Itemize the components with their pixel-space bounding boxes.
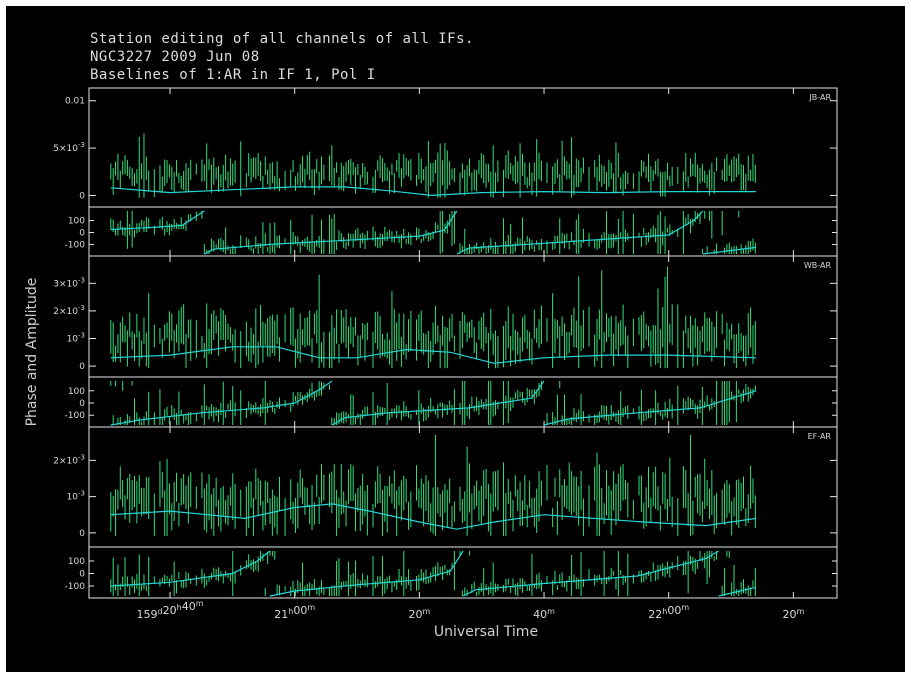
phase-model-curve: [718, 586, 757, 597]
phase-model-curve: [110, 210, 205, 231]
x-tick-label: 159d20h40m: [137, 599, 204, 621]
phase-model-curve: [702, 246, 757, 255]
panel-frame: [88, 426, 838, 599]
amp-model-curve: [110, 503, 757, 530]
phase-model-curve: [110, 550, 271, 587]
amp-tick-label: 0: [79, 529, 85, 539]
x-tick-label: 22h00m: [648, 603, 689, 621]
phase-tick-label: 0: [79, 399, 85, 409]
amp-tick-label: 2×10-3: [53, 304, 85, 317]
amp-tick-label: 0.01: [65, 97, 85, 107]
phase-tick-label: -100: [65, 411, 86, 421]
phase-tick-label: 100: [68, 387, 85, 397]
amp-tick-label: 3×10-3: [53, 276, 85, 289]
plot-subtitle-source: NGC3227 2009 Jun 08: [90, 49, 260, 65]
x-tick-label: 20m: [782, 607, 804, 621]
y-axis-label: Phase and Amplitude: [24, 277, 40, 427]
plot-title: Station editing of all channels of all I…: [90, 31, 474, 47]
amp-tick-label: 10-3: [67, 490, 85, 503]
phase-tick-label: -100: [65, 240, 86, 250]
x-tick-label: 40m: [533, 607, 555, 621]
phase-tick-label: 100: [68, 557, 85, 567]
plot-subtitle-baselines: Baselines of 1:AR in IF 1, Pol I: [90, 67, 376, 83]
plot-canvas: JB-AR05×10-30.011000-100WB-AR010-32×10-3…: [53, 87, 838, 621]
amp-model-curve: [110, 346, 757, 364]
panel-ef-ar: EF-AR 0 10-3 2×10-3 100 0 -100: [53, 426, 838, 599]
amp-tick-label: 0: [79, 191, 85, 201]
plot-window: Station editing of all channels of all I…: [6, 6, 905, 672]
phase-model-curve: [204, 210, 458, 255]
amp-tick-label: 5×10-3: [53, 141, 85, 154]
x-tick-label: 20m: [408, 607, 430, 621]
amp-model-curve: [110, 186, 756, 197]
baseline-label: EF-AR: [808, 432, 832, 441]
phase-tick-label: 0: [79, 570, 85, 580]
phase-model-curve: [331, 380, 545, 426]
phase-tick-label: 0: [79, 229, 85, 239]
phase-model-curve: [269, 550, 464, 597]
x-tick-label: 21h00m: [274, 603, 315, 621]
phase-model-curve: [110, 380, 333, 426]
phase-model-curve: [456, 210, 704, 255]
phase-tick-label: 100: [68, 217, 85, 227]
baseline-label: JB-AR: [808, 93, 831, 102]
phase-model-curve: [462, 550, 719, 597]
phase-tick-label: -100: [65, 582, 86, 592]
panel-wb-ar: WB-AR 0 10-3 2×10-3 3×10-3 100 0 -100: [53, 255, 838, 428]
baseline-label: WB-AR: [804, 261, 832, 270]
phase-model-curve: [543, 390, 757, 426]
amp-tick-label: 0: [79, 362, 85, 372]
amp-tick-label: 10-3: [67, 332, 85, 345]
amp-tick-label: 2×10-3: [53, 453, 85, 466]
x-axis-label: Universal Time: [433, 624, 539, 640]
